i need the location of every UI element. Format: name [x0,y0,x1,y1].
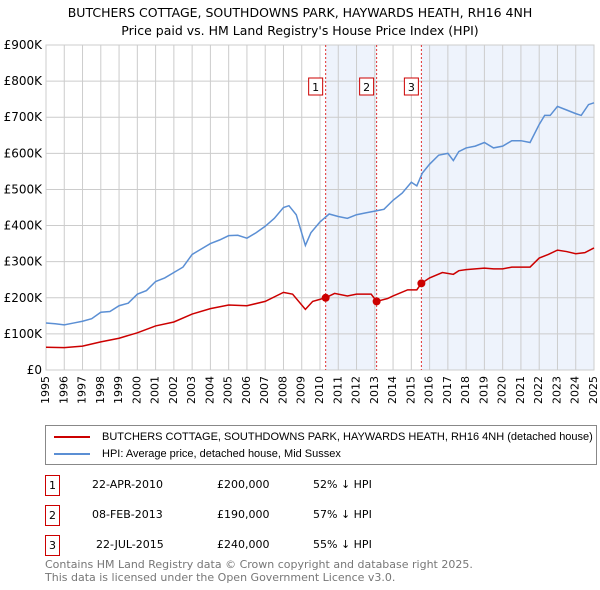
sale-marker-badge: 1 [45,475,60,496]
sale-marker-box [308,77,324,96]
sale-marker-label: 1 [312,81,319,94]
sale-date: 22-APR-2010 [92,478,164,491]
sale-hpi: 57% ↓ HPI [313,508,372,521]
x-tick-label: 2022 [532,376,545,404]
x-tick-label: 2017 [441,376,454,404]
x-tick-label: 2006 [240,376,253,404]
x-tick-label: 2018 [459,376,472,404]
x-tick-label: 2019 [477,376,490,404]
x-tick-label: 2014 [386,376,399,404]
x-tick-label: 2003 [185,376,198,404]
sale-price: £200,000 [217,478,270,491]
legend-swatch-blue [54,453,90,455]
sale-marker-label: 2 [363,81,370,94]
y-tick-label: £400K [4,219,44,233]
y-tick-label: £500K [4,182,44,196]
x-tick-label: 2021 [514,376,527,404]
x-tick-label: 1998 [94,376,107,404]
sale-marker-box [403,77,419,96]
shaded-region [325,45,377,370]
sale-hpi: 55% ↓ HPI [313,538,372,551]
footer-line: Contains HM Land Registry data © Crown c… [45,558,473,571]
y-tick-label: £900K [4,38,44,52]
sale-date: 22-JUL-2015 [96,538,164,551]
x-tick-label: 2005 [222,376,235,404]
plot-frame [45,44,595,371]
legend-item-hpi: HPI: Average price, detached house, Mid … [54,447,341,461]
chart-title: BUTCHERS COTTAGE, SOUTHDOWNS PARK, HAYWA… [0,4,600,40]
y-tick-label: £800K [4,74,44,88]
x-tick-label: 2000 [130,376,143,404]
legend: BUTCHERS COTTAGE, SOUTHDOWNS PARK, HAYWA… [45,425,597,465]
legend-item-property: BUTCHERS COTTAGE, SOUTHDOWNS PARK, HAYWA… [54,430,593,444]
x-tick-label: 1997 [76,376,89,404]
price-chart: 1995 1996 1997 1998 1999 2000 2001 2002 2003 2004… [4,38,600,404]
x-tick-label: 2020 [496,376,509,404]
legend-swatch-red [54,436,90,438]
x-tick-label: 2002 [167,376,180,404]
sale-price: £190,000 [217,508,270,521]
y-tick-label: £300K [4,255,44,269]
property-price-line [45,247,595,349]
x-tick-label: 2013 [368,376,381,404]
hpi-line [45,102,595,326]
x-tick-label: 2023 [550,376,563,404]
x-tick-label: 2025 [587,376,600,404]
x-tick-label: 1995 [39,376,52,404]
sale-marker-badge: 2 [45,505,60,526]
y-tick-label: £600K [4,146,44,160]
subtitle-line: Price paid vs. HM Land Registry's House … [121,23,479,38]
title-line: BUTCHERS COTTAGE, SOUTHDOWNS PARK, HAYWA… [67,5,533,20]
sale-date: 08-FEB-2013 [92,508,163,521]
sale-marker-label: 3 [408,81,415,94]
sale-point [372,297,381,306]
y-tick-label: £0 [27,363,42,377]
x-tick-label: 2016 [423,376,436,404]
footer-line: This data is licensed under the Open Gov… [45,571,396,584]
x-tick-label: 2015 [404,376,417,404]
legend-label: HPI: Average price, detached house, Mid … [102,448,341,460]
footer: Contains HM Land Registry data © Crown c… [45,558,473,584]
x-tick-label: 2001 [149,376,162,404]
sale-row: 1 22-APR-2010 £200,000 52% ↓ HPI [45,475,600,496]
sale-point [321,293,330,302]
sale-marker-badge: 3 [45,535,60,556]
x-tick-label: 2011 [331,376,344,404]
x-tick-label: 2024 [569,376,582,404]
x-tick-label: 2010 [313,376,326,404]
sale-row: 2 08-FEB-2013 £190,000 57% ↓ HPI [45,505,600,526]
sale-marker-box [359,77,375,96]
sale-row: 3 22-JUL-2015 £240,000 55% ↓ HPI [45,535,600,556]
y-tick-label: £200K [4,291,44,305]
shaded-region [421,45,594,370]
x-tick-label: 2012 [350,376,363,404]
sale-price: £240,000 [217,538,270,551]
x-tick-label: 2009 [295,376,308,404]
x-tick-label: 2008 [276,376,289,404]
x-tick-label: 2004 [203,376,216,404]
x-tick-label: 2007 [258,376,271,404]
y-tick-label: £100K [4,327,44,341]
x-tick-label: 1996 [57,376,70,404]
y-tick-label: £700K [4,110,44,124]
legend-label: BUTCHERS COTTAGE, SOUTHDOWNS PARK, HAYWA… [102,431,593,443]
sale-hpi: 52% ↓ HPI [313,478,372,491]
sale-point [417,279,426,288]
x-tick-label: 1999 [112,376,125,404]
